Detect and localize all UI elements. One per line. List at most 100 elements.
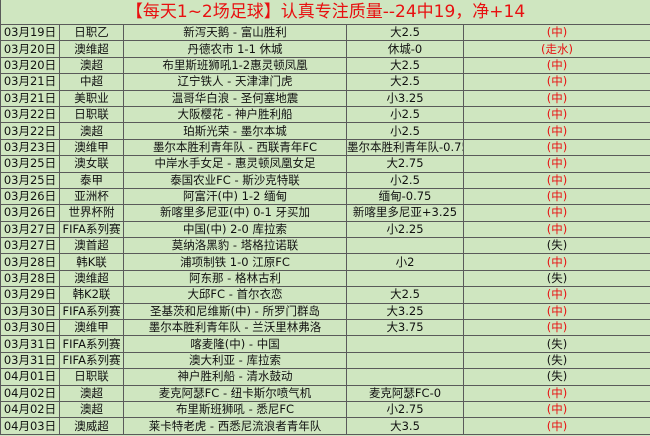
cell-league: 日职乙 [59,23,124,42]
cell-league: 澳维甲 [59,138,124,157]
cell-pick: 小3.25 [346,89,464,107]
cell-league: FIFA系列赛 [59,220,124,239]
cell-match: 莱卡特老虎 - 西悉尼流浪者青年队 [123,417,347,435]
cell-result: (中) [462,73,650,91]
cell-match: 丹德农市 1-1 休城 [123,40,347,58]
table-row: 03月27日 澳首超 莫纳洛黑豹 - 塔格拉诺联 (失) [0,237,650,255]
cell-result: (中) [462,138,650,157]
cell-date: 04月01日 [0,368,60,386]
table-row: 04月01日 日职联 神户胜利船 - 清水鼓动 (失) [0,368,650,386]
cell-date: 03月21日 [0,89,60,107]
cell-result: (中) [462,56,650,75]
cell-league: 澳超 [59,56,124,75]
cell-pick: 小2.75 [346,400,464,419]
cell-date: 03月29日 [0,286,60,304]
table-row: 03月19日 日职乙 新泻天鹅 - 富山胜利 大2.5 (中) [0,23,650,42]
cell-date: 03月25日 [0,171,60,189]
cell-pick: 大3.75 [346,319,464,337]
cell-result: (中) [462,105,650,124]
table-row: 03月26日 世界杯附 新喀里多尼亚(中) 0-1 牙买加 新喀里多尼亚+3.25 (中… [0,204,650,222]
cell-league: 韩K联 [59,253,124,271]
table-row: 03月31日 FIFA系列赛 澳大利亚 - 库拉索 (失) [0,351,650,370]
cell-match: 温哥华白浪 - 圣何塞地震 [123,89,347,107]
cell-date: 03月26日 [0,187,60,206]
table-row: 03月29日 韩K2联 大邱FC - 首尔衣恋 大2.5 (中) [0,286,650,304]
table-row: 03月30日 澳维甲 墨尔本胜利青年队 - 兰沃里林弗洛 大3.75 (中) [0,319,650,337]
cell-league: 澳超 [59,384,124,402]
cell-league: 澳维甲 [59,319,124,337]
cell-result: (失) [462,368,650,386]
cell-pick: 大2.5 [346,73,464,91]
cell-league: 澳超 [59,122,124,140]
cell-pick: 墨尔本胜利青年队-0.75 [346,138,464,157]
cell-pick: 小2 [346,253,464,271]
cell-date: 03月22日 [0,105,60,124]
cell-pick: 缅甸-0.75 [346,187,464,206]
cell-result: (中) [462,302,650,321]
cell-league: 澳维超 [59,40,124,58]
cell-match: 墨尔本胜利青年队 - 兰沃里林弗洛 [123,319,347,337]
cell-league: 亚洲杯 [59,187,124,206]
cell-date: 03月23日 [0,138,60,157]
cell-pick: 大3.25 [346,302,464,321]
cell-pick: 小2.5 [346,122,464,140]
page-title: 【每天1~2场足球】认真专注质量--24中19，净+14 [0,0,650,25]
cell-result: (失) [462,269,650,288]
table-row: 04月03日 澳威超 莱卡特老虎 - 西悉尼流浪者青年队 大3.5 (中) [0,417,650,435]
cell-date: 04月02日 [0,384,60,402]
cell-league: FIFA系列赛 [59,302,124,321]
cell-pick: 麦克阿瑟FC-0 [346,384,464,402]
cell-league: 澳超 [59,400,124,419]
cell-date: 03月26日 [0,204,60,222]
cell-league: 澳维超 [59,269,124,288]
cell-league: 泰甲 [59,171,124,189]
table-row: 03月26日 亚洲杯 阿富汗(中) 1-2 缅甸 缅甸-0.75 (中) [0,187,650,206]
cell-result: (中) [462,23,650,42]
cell-match: 浦项制铁 1-0 江原FC [123,253,347,271]
cell-league: 韩K2联 [59,286,124,304]
cell-pick: 小2.25 [346,220,464,239]
cell-match: 珀斯光荣 - 墨尔本城 [123,122,347,140]
cell-league: 日职联 [59,105,124,124]
cell-pick [346,335,464,353]
cell-match: 中国(中) 2-0 库拉索 [123,220,347,239]
cell-date: 04月02日 [0,400,60,419]
cell-date: 04月03日 [0,417,60,435]
cell-date: 03月31日 [0,351,60,370]
cell-pick [346,237,464,255]
cell-date: 03月19日 [0,23,60,42]
table-row: 03月20日 澳维超 丹德农市 1-1 休城 休城-0 (走水) [0,40,650,58]
cell-pick [346,269,464,288]
cell-result: (中) [462,171,650,189]
cell-pick: 小2.5 [346,171,464,189]
cell-pick: 大2.75 [346,155,464,173]
cell-league: 澳女联 [59,155,124,173]
cell-match: 中岸水手女足 - 惠灵顿凤凰女足 [123,155,347,173]
cell-date: 03月21日 [0,73,60,91]
table-row: 03月28日 韩K联 浦项制铁 1-0 江原FC 小2 (中) [0,253,650,271]
cell-match: 泰国农业FC - 斯沙克特联 [123,171,347,189]
cell-league: 日职联 [59,368,124,386]
cell-result: (失) [462,351,650,370]
cell-result: (中) [462,220,650,239]
cell-pick [346,351,464,370]
cell-result: (中) [462,417,650,435]
cell-date: 03月30日 [0,319,60,337]
cell-league: FIFA系列赛 [59,335,124,353]
cell-result: (失) [462,237,650,255]
cell-match: 澳大利亚 - 库拉索 [123,351,347,370]
cell-league: 澳首超 [59,237,124,255]
cell-result: (失) [462,335,650,353]
cell-pick: 大2.5 [346,286,464,304]
cell-date: 03月22日 [0,122,60,140]
table-row: 03月25日 澳女联 中岸水手女足 - 惠灵顿凤凰女足 大2.75 (中) [0,155,650,173]
cell-league: 澳威超 [59,417,124,435]
table-row: 03月27日 FIFA系列赛 中国(中) 2-0 库拉索 小2.25 (中) [0,220,650,239]
cell-match: 莫纳洛黑豹 - 塔格拉诺联 [123,237,347,255]
table-row: 03月28日 澳维超 阿东那 - 格林古利 (失) [0,269,650,288]
cell-result: (中) [462,204,650,222]
cell-result: (中) [462,187,650,206]
cell-date: 03月28日 [0,269,60,288]
cell-result: (中) [462,319,650,337]
